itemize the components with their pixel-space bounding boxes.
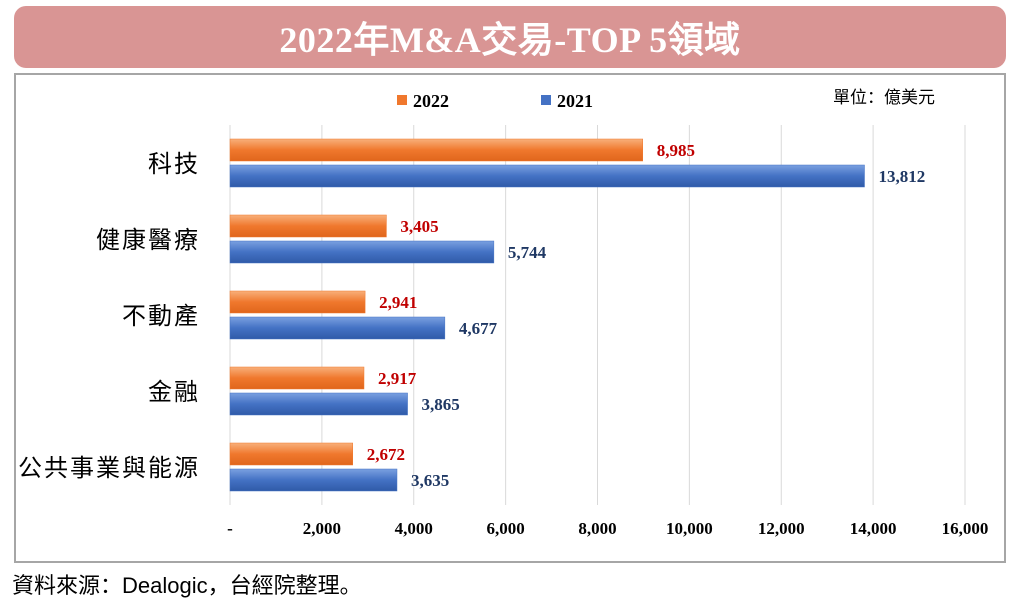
bar-2021-4 (229, 468, 398, 492)
category-label: 金融 (148, 379, 200, 406)
bar-2022-1 (229, 214, 387, 238)
x-tick-label: 10,000 (666, 519, 713, 538)
bar-2022-3 (229, 366, 365, 390)
bar-2022-2 (229, 290, 366, 314)
value-label: 2,917 (378, 369, 417, 388)
source-note: 資料來源：Dealogic，台經院整理。 (12, 573, 362, 598)
bar-2021-2 (229, 316, 446, 340)
value-label: 4,677 (459, 319, 498, 338)
category-label: 健康醫療 (96, 227, 200, 254)
value-labels: 8,985 13,812 3,405 5,744 2,941 4,677 2,917 3,86… (367, 141, 925, 490)
x-tick-label: 2,000 (303, 519, 341, 538)
x-tick-label: 14,000 (850, 519, 897, 538)
x-tick-label: 8,000 (578, 519, 616, 538)
grid-lines (229, 125, 966, 505)
legend-swatch-2021 (541, 95, 551, 105)
category-label: 科技 (148, 151, 200, 178)
unit-label: 單位：億美元 (833, 88, 935, 107)
bar-2021-0 (229, 164, 865, 188)
x-tick-label: 6,000 (487, 519, 525, 538)
bar-2021-3 (229, 392, 408, 416)
category-label: 不動產 (122, 303, 200, 330)
value-label: 3,405 (400, 217, 438, 236)
x-tick-label: 16,000 (942, 519, 989, 538)
value-label: 8,985 (657, 141, 695, 160)
value-label: 13,812 (878, 167, 925, 186)
value-label: 3,635 (411, 471, 449, 490)
legend-swatch-2022 (397, 95, 407, 105)
legend-label-2022: 2022 (413, 91, 449, 111)
legend: 2022 2021 (397, 91, 593, 111)
x-tick-label: 4,000 (395, 519, 433, 538)
bar-2022-4 (229, 442, 353, 466)
x-tick-labels: - 2,000 4,000 6,000 8,000 10,000 12,000 14,000 1… (227, 519, 988, 538)
bar-2021-1 (229, 240, 495, 264)
bar-2022-0 (229, 138, 643, 162)
value-label: 5,744 (508, 243, 547, 262)
legend-label-2021: 2021 (557, 91, 593, 111)
x-tick-label: 12,000 (758, 519, 805, 538)
value-label: 3,865 (422, 395, 460, 414)
bars (229, 138, 865, 492)
value-label: 2,672 (367, 445, 405, 464)
category-label: 公共事業與能源 (18, 455, 200, 482)
x-tick-label: - (227, 519, 233, 538)
value-label: 2,941 (379, 293, 417, 312)
chart-title: 2022年M&A交易-TOP 5領域 (279, 20, 741, 60)
title-banner: 2022年M&A交易-TOP 5領域 (14, 6, 1006, 68)
